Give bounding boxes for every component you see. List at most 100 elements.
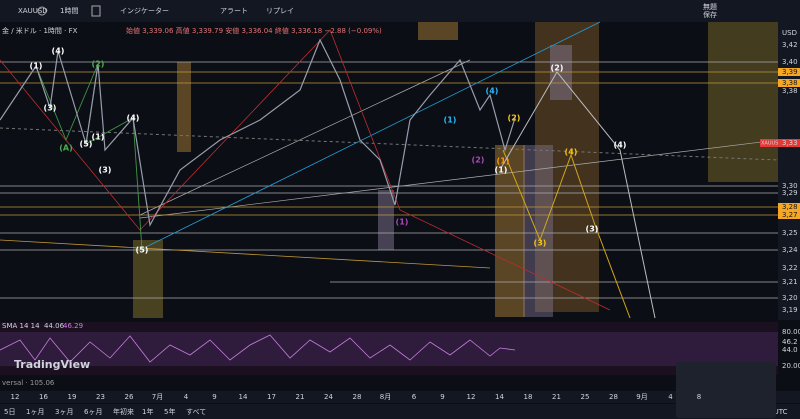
price-label: 3,20 bbox=[782, 294, 798, 302]
price-tag bbox=[778, 79, 800, 87]
wave-label: (3) bbox=[44, 104, 57, 113]
time-label: 23 bbox=[96, 393, 105, 401]
rsi-axis-label: 46.2 bbox=[782, 338, 798, 346]
drawings bbox=[0, 21, 779, 319]
price-axis bbox=[778, 22, 800, 320]
time-label: 14 bbox=[495, 393, 504, 401]
wave-label: (4) bbox=[614, 141, 627, 150]
current-symbol: XAUUSD bbox=[761, 141, 782, 147]
wave-label: (1) bbox=[497, 157, 510, 166]
price-label: 3,24 bbox=[782, 246, 798, 254]
indicators[interactable]: インジケーター bbox=[120, 6, 169, 15]
time-label: 4 bbox=[668, 393, 673, 401]
time-label: 28 bbox=[353, 393, 362, 401]
currency: USD bbox=[782, 29, 797, 37]
symbol[interactable]: XAUUSD bbox=[18, 7, 48, 15]
time-label: 9 bbox=[212, 393, 216, 401]
price-label: 3,42 bbox=[782, 41, 798, 49]
price-label: 3,25 bbox=[782, 229, 798, 237]
logo: TradingView bbox=[14, 358, 90, 371]
range-button[interactable]: 3ヶ月 bbox=[55, 408, 73, 416]
price-label: 3,38 bbox=[782, 79, 798, 87]
time-label: 16 bbox=[39, 393, 48, 401]
alert[interactable]: アラート bbox=[220, 7, 248, 15]
time-label: 21 bbox=[552, 393, 561, 401]
wave-label: (4) bbox=[127, 114, 140, 123]
range-button[interactable]: 1ヶ月 bbox=[26, 408, 44, 416]
time-label: 14 bbox=[239, 393, 248, 401]
wave-label: (1) bbox=[92, 133, 105, 142]
time-label: 26 bbox=[125, 393, 134, 401]
rsi-name: SMA 14 14 bbox=[2, 322, 40, 330]
range-button[interactable]: すべて bbox=[186, 408, 206, 416]
footer-note: versal · 105.06 bbox=[2, 379, 55, 387]
interval[interactable]: 1時間 bbox=[60, 7, 78, 15]
time-label: 4 bbox=[184, 393, 189, 401]
price-label: 3,27 bbox=[782, 211, 798, 219]
wave-label: (A) bbox=[59, 144, 73, 153]
wave-label: (1) bbox=[396, 218, 409, 227]
replay[interactable]: リプレイ bbox=[266, 7, 294, 15]
time-label: 9月 bbox=[636, 393, 647, 401]
dock bbox=[676, 362, 776, 418]
time-label: 17 bbox=[267, 393, 276, 401]
wave-label: (1) bbox=[30, 62, 43, 71]
price-tag bbox=[778, 203, 800, 211]
time-label: 8 bbox=[697, 393, 701, 401]
price-label: 3,39 bbox=[782, 68, 798, 76]
range-button[interactable]: 1年 bbox=[142, 407, 153, 416]
wave-label: (2) bbox=[551, 64, 564, 73]
time-label: 25 bbox=[581, 393, 590, 401]
price-label: 3,29 bbox=[782, 189, 798, 197]
wave-label: (5) bbox=[136, 246, 149, 255]
price-tag bbox=[778, 68, 800, 76]
wave-label: (1) bbox=[444, 116, 457, 125]
range-button[interactable]: 5日 bbox=[4, 408, 15, 416]
rsi-axis-label: 44.0 bbox=[782, 346, 798, 354]
ohlc: 始値 3,339.06 高値 3,339.79 安値 3,336.04 終値 3… bbox=[126, 26, 382, 35]
price-tag bbox=[778, 211, 800, 219]
time-label: 24 bbox=[324, 393, 333, 401]
save[interactable]: 保存 bbox=[703, 10, 717, 19]
wave-label: (1) bbox=[495, 166, 508, 175]
price-label: 3,19 bbox=[782, 306, 798, 314]
wave-label: (4) bbox=[486, 87, 499, 96]
price-label: 3,28 bbox=[782, 203, 798, 211]
range-button[interactable]: 年初来 bbox=[113, 407, 134, 416]
current-price-tag bbox=[778, 139, 800, 147]
price-label: 3,21 bbox=[782, 278, 798, 286]
chart-title: 金 / 米ドル · 1時間 · FX bbox=[2, 26, 78, 35]
time-axis bbox=[0, 391, 800, 403]
wave-label: (3) bbox=[99, 166, 112, 175]
price-label: 3,38 bbox=[782, 87, 798, 95]
time-label: 19 bbox=[68, 393, 77, 401]
time-label: 21 bbox=[296, 393, 305, 401]
wave-label: (5) bbox=[80, 140, 93, 149]
rsi-axis-label: 20.00 bbox=[782, 362, 800, 370]
time-label: 28 bbox=[609, 393, 618, 401]
range-button[interactable]: 6ヶ月 bbox=[84, 408, 102, 416]
wave-label: (4) bbox=[565, 148, 578, 157]
time-label: 6 bbox=[412, 393, 417, 401]
time-label: 12 bbox=[467, 393, 476, 401]
wave-label: (3) bbox=[586, 225, 599, 234]
wave-label: (3) bbox=[534, 239, 547, 248]
rsi-band bbox=[0, 332, 778, 366]
current-price: 3,33 bbox=[782, 139, 798, 147]
rsi-line bbox=[0, 334, 516, 363]
wave-label: (2) bbox=[508, 114, 521, 123]
toolbar bbox=[0, 0, 800, 22]
add-icon[interactable] bbox=[37, 6, 47, 16]
rsi-value: 44.06 bbox=[44, 322, 65, 330]
layout-name[interactable]: 無題 bbox=[703, 2, 717, 11]
wave-label: (2) bbox=[472, 156, 485, 165]
wave-label: (2) bbox=[92, 60, 105, 69]
rsi-axis-label: 80.00 bbox=[782, 328, 800, 336]
wave-label: (4) bbox=[52, 47, 65, 56]
price-label: 3,30 bbox=[782, 182, 798, 190]
chart-type-icon[interactable] bbox=[91, 5, 101, 17]
time-label: 18 bbox=[524, 393, 533, 401]
time-label: 9 bbox=[440, 393, 444, 401]
range-button[interactable]: 5年 bbox=[164, 407, 175, 416]
